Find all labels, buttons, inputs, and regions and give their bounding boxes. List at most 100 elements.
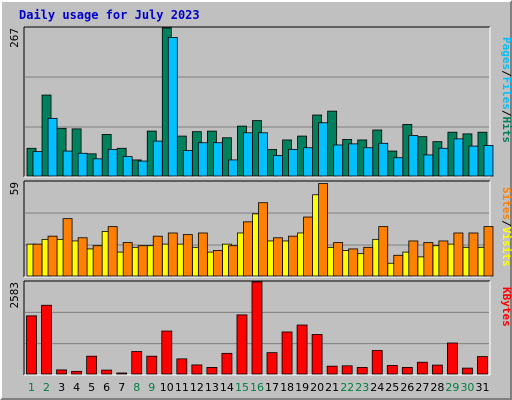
day-label-18: 18: [280, 381, 294, 394]
day-label-28: 28: [430, 381, 444, 394]
bar-kbytes-day-28: [431, 364, 443, 375]
bar-sites-day-20: [318, 183, 329, 277]
bar-sites-day-25: [393, 254, 404, 277]
y-max-label: 2583: [8, 282, 21, 309]
bar-sites-day-12: [197, 232, 208, 277]
bar-kbytes-day-19: [296, 324, 308, 375]
bar-sites-day-19: [303, 216, 313, 277]
bar-files-day-16: [258, 132, 268, 177]
bar-files-day-13: [212, 142, 223, 177]
bar-sites-day-30: [468, 232, 479, 277]
day-label-25: 25: [385, 381, 399, 394]
bar-files-day-23: [363, 147, 374, 177]
bar-sites-day-21: [333, 242, 344, 277]
legend-part: /: [500, 110, 512, 117]
bar-files-day-26: [408, 135, 419, 177]
day-label-2: 2: [43, 381, 50, 394]
day-label-23: 23: [355, 381, 369, 394]
bar-files-day-1: [32, 151, 43, 177]
day-label-14: 14: [220, 381, 234, 394]
bar-kbytes-day-9: [146, 355, 158, 375]
legend-part: KBytes: [500, 287, 512, 327]
day-label-31: 31: [475, 381, 489, 394]
legend-label-hits-files-pages: Pages/Files/Hits: [500, 37, 512, 143]
bar-files-day-27: [423, 154, 434, 177]
day-label-30: 30: [460, 381, 474, 394]
bar-kbytes-day-8: [131, 351, 143, 375]
legend-part: /: [500, 220, 512, 227]
day-label-22: 22: [340, 381, 354, 394]
day-label-3: 3: [58, 381, 65, 394]
day-label-29: 29: [445, 381, 459, 394]
bar-kbytes-day-15: [236, 314, 248, 375]
legend-part: Pages: [500, 37, 512, 70]
legend-label-kbytes: KBytes: [500, 287, 512, 327]
day-label-12: 12: [190, 381, 204, 394]
bar-sites-day-10: [167, 232, 178, 277]
bar-sites-day-13: [212, 250, 223, 277]
bar-kbytes-day-12: [191, 364, 203, 375]
day-label-1: 1: [28, 381, 35, 394]
day-label-19: 19: [295, 381, 309, 394]
bar-kbytes-day-22: [341, 365, 353, 375]
bar-sites-day-28: [438, 240, 449, 277]
bar-kbytes-day-16: [251, 281, 263, 375]
bar-sites-day-17: [273, 237, 283, 277]
bar-files-day-3: [62, 150, 73, 177]
y-max-label: 59: [8, 182, 21, 195]
day-label-27: 27: [415, 381, 429, 394]
bar-sites-day-2: [47, 235, 58, 277]
bar-files-day-15: [243, 132, 253, 177]
y-max-label: 267: [8, 28, 21, 48]
bar-files-day-5: [92, 158, 103, 177]
day-label-6: 6: [103, 381, 110, 394]
bar-kbytes-day-6: [101, 369, 113, 375]
bar-kbytes-day-27: [416, 361, 428, 375]
day-label-21: 21: [325, 381, 339, 394]
bar-files-day-17: [273, 155, 283, 177]
bar-sites-day-11: [182, 234, 193, 277]
bar-kbytes-day-14: [221, 352, 233, 375]
bar-kbytes-day-23: [356, 367, 368, 375]
day-label-15: 15: [235, 381, 249, 394]
bar-sites-day-18: [288, 235, 298, 277]
bar-kbytes-day-7: [116, 372, 128, 375]
bar-files-day-18: [288, 148, 298, 177]
bar-sites-day-15: [243, 221, 253, 277]
day-label-9: 9: [148, 381, 155, 394]
day-label-7: 7: [118, 381, 125, 394]
bar-sites-day-16: [258, 202, 268, 277]
bar-sites-day-5: [92, 245, 103, 277]
bar-files-day-12: [197, 142, 208, 177]
bar-kbytes-day-3: [56, 369, 67, 375]
bar-files-day-31: [483, 145, 494, 177]
bar-sites-day-8: [137, 245, 148, 277]
legend-part: Sites: [500, 187, 512, 220]
bar-kbytes-day-10: [161, 330, 173, 375]
bar-files-day-9: [152, 140, 163, 177]
day-label-8: 8: [133, 381, 140, 394]
day-label-5: 5: [88, 381, 95, 394]
bar-files-day-19: [303, 147, 313, 177]
bar-kbytes-day-26: [401, 367, 413, 375]
day-label-24: 24: [370, 381, 384, 394]
day-label-11: 11: [175, 381, 189, 394]
bar-files-day-4: [77, 152, 88, 177]
day-label-26: 26: [400, 381, 414, 394]
bar-files-day-21: [333, 144, 344, 177]
bar-sites-day-23: [363, 246, 374, 277]
bar-files-day-2: [47, 117, 58, 177]
bar-kbytes-day-31: [477, 356, 488, 375]
bar-sites-day-4: [77, 237, 88, 277]
bar-sites-day-27: [423, 242, 434, 277]
bar-kbytes-day-5: [86, 355, 98, 375]
bar-files-day-10: [167, 37, 178, 177]
bar-kbytes-day-24: [371, 350, 383, 375]
bar-kbytes-day-20: [311, 334, 323, 375]
bar-sites-day-26: [408, 240, 419, 277]
bar-kbytes-day-29: [447, 342, 458, 375]
legend-label-visits-sites: Sites/Visits: [500, 187, 512, 267]
day-label-17: 17: [265, 381, 279, 394]
